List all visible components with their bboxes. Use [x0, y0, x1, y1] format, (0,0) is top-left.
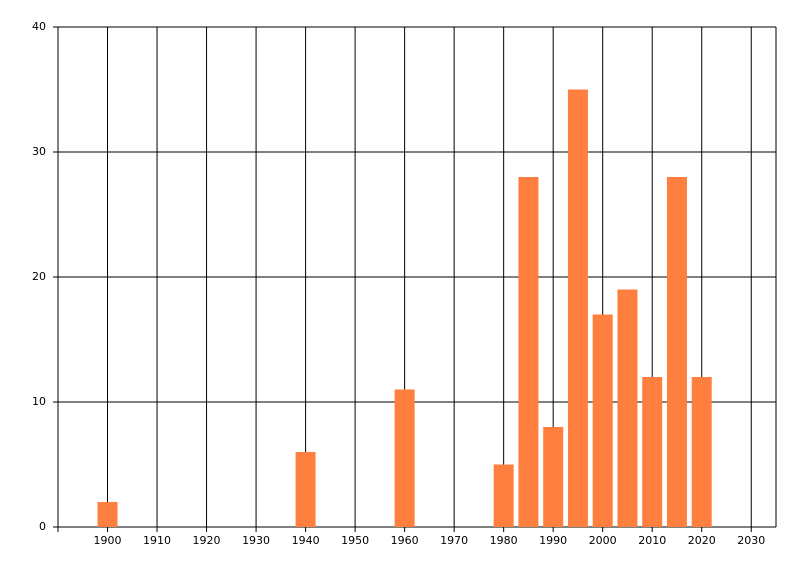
y-tick-label: 0	[39, 520, 46, 533]
bar	[666, 177, 687, 527]
y-tick-label: 40	[32, 20, 46, 33]
bar	[97, 502, 118, 527]
x-tick-label: 2030	[737, 534, 765, 547]
x-tick-label: 1930	[242, 534, 270, 547]
bar	[543, 427, 564, 527]
y-tick-label: 10	[32, 395, 46, 408]
x-tick-label: 1980	[490, 534, 518, 547]
bar	[493, 464, 514, 527]
bar	[394, 389, 415, 527]
x-tick-label: 2010	[638, 534, 666, 547]
x-tick-label: 2000	[589, 534, 617, 547]
y-tick-label: 30	[32, 145, 46, 158]
x-tick-label: 1960	[391, 534, 419, 547]
x-tick-label: 1910	[143, 534, 171, 547]
bar	[567, 89, 588, 527]
x-tick-label: 1920	[193, 534, 221, 547]
x-tick-label: 1900	[94, 534, 122, 547]
x-tick-label: 1940	[292, 534, 320, 547]
bar	[617, 289, 638, 527]
bar	[295, 452, 316, 527]
x-tick-label: 1950	[341, 534, 369, 547]
x-tick-label: 2020	[688, 534, 716, 547]
bar	[642, 377, 663, 527]
y-tick-label: 20	[32, 270, 46, 283]
bar	[592, 314, 613, 527]
x-tick-label: 1970	[440, 534, 468, 547]
bar	[691, 377, 712, 527]
x-tick-label: 1990	[539, 534, 567, 547]
bar	[518, 177, 539, 527]
